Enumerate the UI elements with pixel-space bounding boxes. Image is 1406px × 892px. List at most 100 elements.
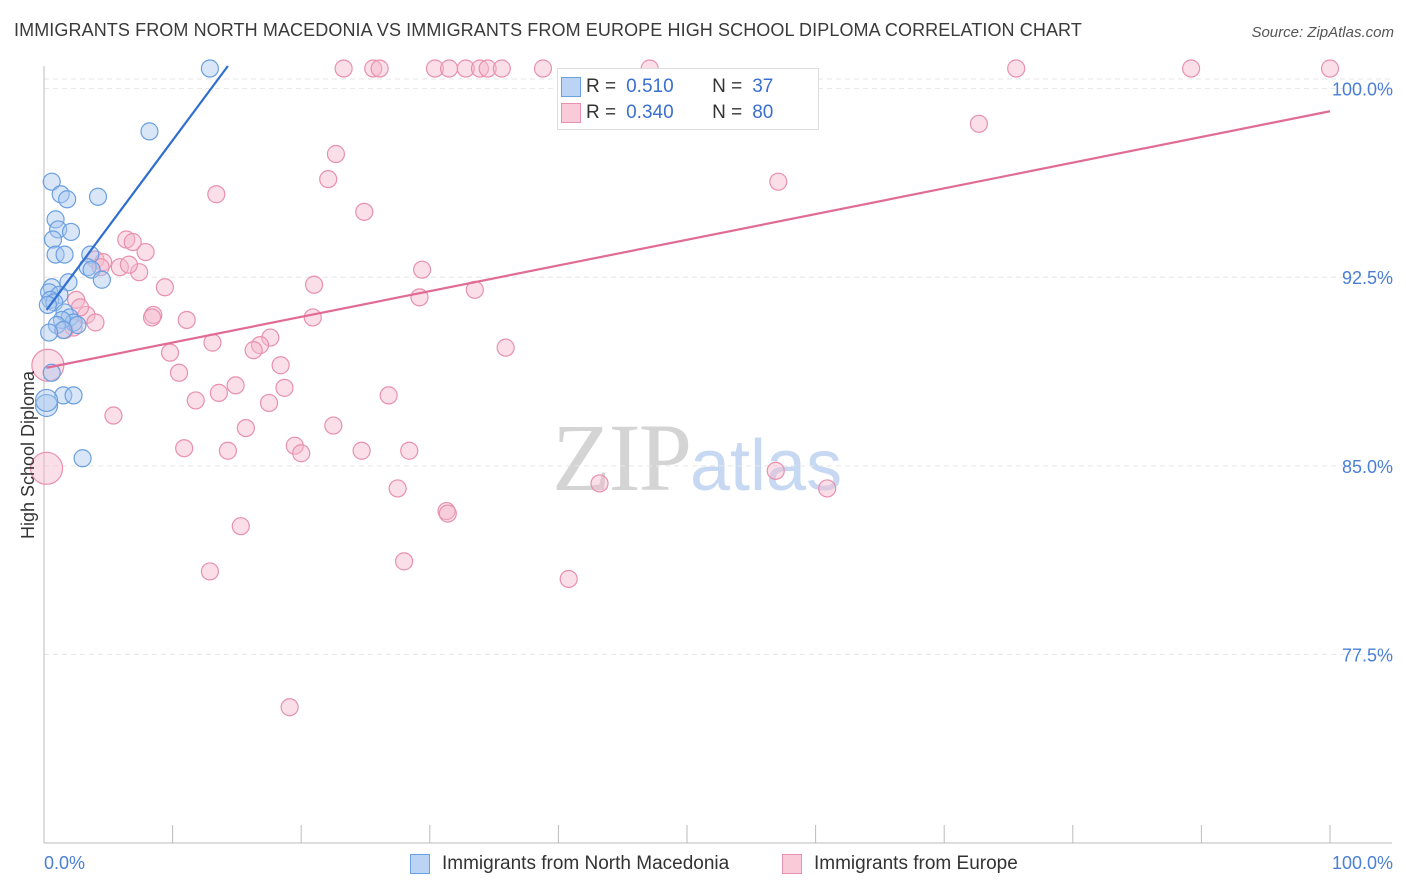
north-macedonia-point: [43, 230, 63, 249]
north-macedonia-point: [92, 270, 111, 289]
source-label: Source: ZipAtlas.com: [1251, 24, 1394, 41]
europe-point: [969, 114, 989, 133]
x-tick-label: 100.0%: [1332, 853, 1393, 873]
legend-label-north-macedonia: Immigrants from North Macedonia: [442, 853, 730, 874]
legend-item-north-macedonia[interactable]: Immigrants from North Macedonia: [410, 853, 729, 875]
europe-point: [388, 479, 407, 498]
n-value: 80: [752, 102, 774, 123]
europe-point: [207, 185, 226, 204]
europe-point: [186, 391, 205, 410]
europe-point: [200, 562, 219, 581]
europe-trendline: [46, 110, 1331, 369]
europe-point: [496, 338, 515, 357]
north-macedonia-point: [55, 245, 74, 264]
north-macedonia-point: [54, 320, 73, 340]
y-tick-label: 92.5%: [1342, 268, 1393, 288]
europe-point: [142, 308, 162, 327]
legend-item-europe[interactable]: Immigrants from Europe: [782, 853, 1018, 875]
europe-point: [364, 59, 383, 78]
europe-point: [29, 451, 64, 485]
north-macedonia-point: [73, 449, 92, 468]
stats-row-north-macedonia: R = 0.510 N = 37: [561, 74, 774, 100]
europe-point: [470, 59, 490, 78]
europe-point: [136, 242, 155, 262]
north-macedonia-point: [140, 122, 159, 141]
tick-labels: 77.5% 85.0% 92.5% 100.0% 0.0% 100.0%: [44, 80, 1393, 873]
europe-point: [1007, 59, 1026, 78]
north-macedonia-point: [88, 187, 108, 206]
europe-point: [438, 504, 457, 523]
europe-point: [590, 474, 609, 493]
europe-point: [209, 383, 228, 402]
europe-point: [177, 310, 196, 330]
europe-point: [155, 278, 174, 297]
europe-point: [259, 393, 279, 413]
europe-point: [766, 461, 785, 480]
europe-point: [425, 59, 445, 78]
europe-point: [319, 170, 338, 189]
legend-swatch-europe: [782, 854, 802, 874]
north-macedonia-point: [64, 386, 83, 405]
europe-point: [492, 59, 511, 78]
north-macedonia-trendline: [45, 65, 229, 311]
europe-point: [769, 172, 788, 191]
europe-point: [439, 59, 459, 78]
r-value: 0.510: [626, 76, 674, 97]
europe-point: [394, 552, 414, 571]
europe-point: [326, 144, 346, 164]
north-macedonia-point: [68, 315, 87, 335]
north-macedonia-point: [34, 393, 59, 418]
europe-point: [334, 59, 353, 78]
europe-point: [818, 479, 837, 498]
series-legend: Immigrants from North Macedonia Immigran…: [0, 850, 1406, 880]
north-macedonia-point: [42, 172, 61, 191]
europe-point: [231, 517, 250, 536]
europe-point: [324, 416, 343, 435]
europe-point: [226, 376, 245, 395]
north-macedonia-swatch: [561, 77, 581, 97]
europe-point: [1320, 59, 1340, 78]
europe-point: [292, 444, 311, 463]
north-macedonia-point: [200, 59, 219, 78]
legend-swatch-north-macedonia: [410, 854, 430, 874]
europe-points: [29, 59, 1340, 717]
north-macedonia-point: [34, 388, 59, 413]
europe-point: [236, 418, 256, 438]
y-tick-label: 100.0%: [1332, 80, 1393, 100]
y-tick-label: 77.5%: [1342, 645, 1393, 665]
europe-point: [285, 436, 304, 455]
europe-point: [119, 255, 138, 274]
europe-point: [244, 341, 263, 360]
europe-point: [175, 439, 194, 458]
europe-point: [169, 363, 189, 382]
n-label: N =: [712, 76, 743, 97]
europe-point: [1182, 59, 1201, 78]
trendlines: [45, 65, 1331, 369]
x-tick-label: 0.0%: [44, 853, 85, 873]
north-macedonia-point: [58, 190, 77, 209]
europe-point: [130, 263, 149, 282]
r-label: R =: [586, 102, 617, 123]
europe-point: [261, 328, 280, 347]
europe-point: [412, 260, 432, 279]
r-value: 0.340: [626, 102, 674, 123]
chart-title: IMMIGRANTS FROM NORTH MACEDONIA VS IMMIG…: [14, 20, 1082, 40]
europe-point: [304, 275, 324, 294]
europe-point: [355, 202, 374, 221]
europe-point: [123, 232, 142, 252]
europe-point: [104, 406, 123, 425]
europe-point: [86, 313, 105, 332]
europe-point: [271, 356, 290, 375]
n-value: 37: [752, 76, 774, 97]
y-axis-label: High School Diploma: [18, 370, 38, 539]
europe-point: [478, 59, 497, 78]
europe-point: [559, 569, 578, 589]
europe-point: [280, 698, 299, 717]
correlation-legend: R = 0.510 N = 37 R = 0.340 N = 80: [557, 68, 819, 130]
north-macedonia-points: [34, 59, 219, 468]
europe-point: [303, 308, 322, 327]
europe-swatch: [561, 103, 581, 123]
europe-point: [275, 378, 294, 397]
europe-point: [160, 343, 180, 362]
